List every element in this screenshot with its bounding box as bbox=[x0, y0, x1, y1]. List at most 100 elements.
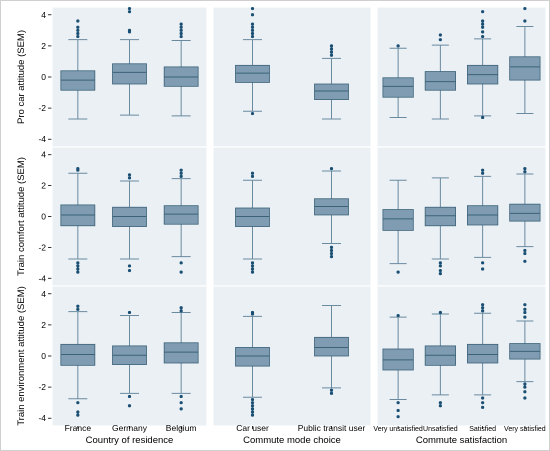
outlier-point bbox=[329, 167, 334, 171]
box-belgium bbox=[163, 22, 199, 117]
panel-r2-c2 bbox=[376, 285, 547, 427]
outlier-point bbox=[438, 264, 442, 268]
outlier-point bbox=[179, 174, 183, 178]
outlier-point bbox=[250, 410, 255, 414]
outlier-point bbox=[396, 415, 400, 419]
box-satisfied bbox=[467, 303, 499, 409]
outlier-point bbox=[127, 268, 132, 273]
iqr-box bbox=[235, 64, 270, 83]
outlier-point bbox=[250, 407, 255, 411]
outlier-point bbox=[329, 44, 334, 48]
outlier-point bbox=[250, 261, 255, 265]
box-france bbox=[60, 19, 96, 120]
outlier-point bbox=[76, 413, 80, 417]
outlier-point bbox=[250, 28, 255, 32]
outlier-point bbox=[179, 407, 183, 411]
outlier-point bbox=[438, 401, 442, 405]
box-car-user bbox=[235, 171, 270, 274]
box-very-satisfied bbox=[509, 303, 541, 400]
outlier-point bbox=[250, 270, 255, 274]
box-very-satisfied bbox=[509, 167, 541, 263]
y-tick-label: 0 bbox=[41, 212, 46, 222]
outlier-point bbox=[250, 267, 255, 271]
outlier-point bbox=[481, 168, 485, 172]
outlier-point bbox=[179, 171, 183, 175]
x-tick-label: Very unsatisfied bbox=[373, 426, 423, 433]
outlier-point bbox=[127, 10, 132, 14]
outlier-point bbox=[179, 28, 183, 32]
outlier-point bbox=[76, 267, 80, 271]
box-unsatisfied bbox=[424, 310, 456, 408]
iqr-box bbox=[382, 209, 414, 231]
box-belgium bbox=[163, 168, 199, 274]
outlier-point bbox=[250, 397, 255, 402]
outlier-point bbox=[523, 303, 527, 307]
outlier-point bbox=[481, 396, 485, 400]
y-tick-label: -2 bbox=[38, 103, 46, 113]
outlier-point bbox=[396, 44, 400, 48]
outlier-point bbox=[481, 22, 485, 26]
panel-r1-c2 bbox=[376, 146, 547, 287]
iqr-box bbox=[314, 83, 349, 100]
outlier-point bbox=[250, 31, 255, 36]
outlier-point bbox=[481, 309, 485, 313]
outlier-point bbox=[250, 25, 255, 29]
x-tick-label: Satisfied bbox=[469, 426, 496, 433]
outlier-point bbox=[179, 34, 183, 39]
panel-r1-c1 bbox=[212, 146, 372, 287]
iqr-box bbox=[235, 347, 270, 367]
x-axis-title: Commute satisfaction bbox=[416, 435, 507, 446]
panel-r2-c1 bbox=[212, 285, 372, 427]
y-tick-label: 4 bbox=[41, 10, 46, 20]
outlier-point bbox=[329, 50, 334, 54]
y-tick-label: -4 bbox=[38, 273, 46, 283]
outlier-point bbox=[438, 33, 442, 37]
panel-r0-c0 bbox=[51, 6, 208, 148]
outlier-point bbox=[127, 404, 132, 408]
panel-r2-c0 bbox=[51, 285, 208, 427]
iqr-box bbox=[235, 207, 270, 227]
panel-r1-c0 bbox=[51, 146, 208, 287]
y-tick-label: 4 bbox=[41, 150, 46, 160]
outlier-point bbox=[438, 268, 442, 273]
box-belgium bbox=[163, 306, 199, 411]
outlier-point bbox=[179, 25, 183, 29]
outlier-point bbox=[76, 307, 80, 311]
iqr-box bbox=[112, 63, 147, 85]
y-tick-label: -2 bbox=[38, 382, 46, 392]
outlier-point bbox=[481, 34, 485, 39]
outlier-point bbox=[481, 405, 485, 409]
outlier-point bbox=[76, 167, 80, 171]
outlier-point bbox=[523, 251, 527, 256]
outlier-point bbox=[250, 404, 255, 408]
iqr-box bbox=[467, 343, 499, 364]
outlier-point bbox=[523, 167, 527, 171]
outlier-point bbox=[329, 388, 334, 392]
outlier-point bbox=[396, 270, 400, 274]
iqr-box bbox=[509, 203, 541, 222]
x-tick-label: Public transit user bbox=[298, 423, 366, 433]
outlier-point bbox=[76, 31, 80, 36]
outlier-point bbox=[481, 306, 485, 310]
y-axis-label: Pro car attitude (SEM) bbox=[16, 30, 27, 124]
y-axis-label: Train environment attitude (SEM) bbox=[16, 286, 27, 426]
outlier-point bbox=[179, 168, 183, 172]
outlier-point bbox=[127, 394, 132, 399]
outlier-point bbox=[523, 259, 527, 263]
outlier-point bbox=[250, 174, 255, 178]
outlier-point bbox=[481, 171, 485, 175]
box-satisfied bbox=[467, 168, 499, 271]
y-tick-label: -4 bbox=[38, 413, 46, 423]
y-tick-label: 2 bbox=[41, 41, 46, 51]
box-unsatisfied bbox=[424, 33, 456, 120]
outlier-point bbox=[481, 25, 485, 29]
outlier-point bbox=[523, 6, 527, 11]
outlier-point bbox=[127, 176, 132, 180]
outlier-point bbox=[76, 401, 80, 405]
box-very-unsatisfied bbox=[382, 179, 414, 274]
outlier-point bbox=[481, 30, 485, 34]
outlier-point bbox=[76, 261, 80, 265]
outlier-point bbox=[523, 390, 527, 394]
outlier-point bbox=[127, 310, 132, 315]
